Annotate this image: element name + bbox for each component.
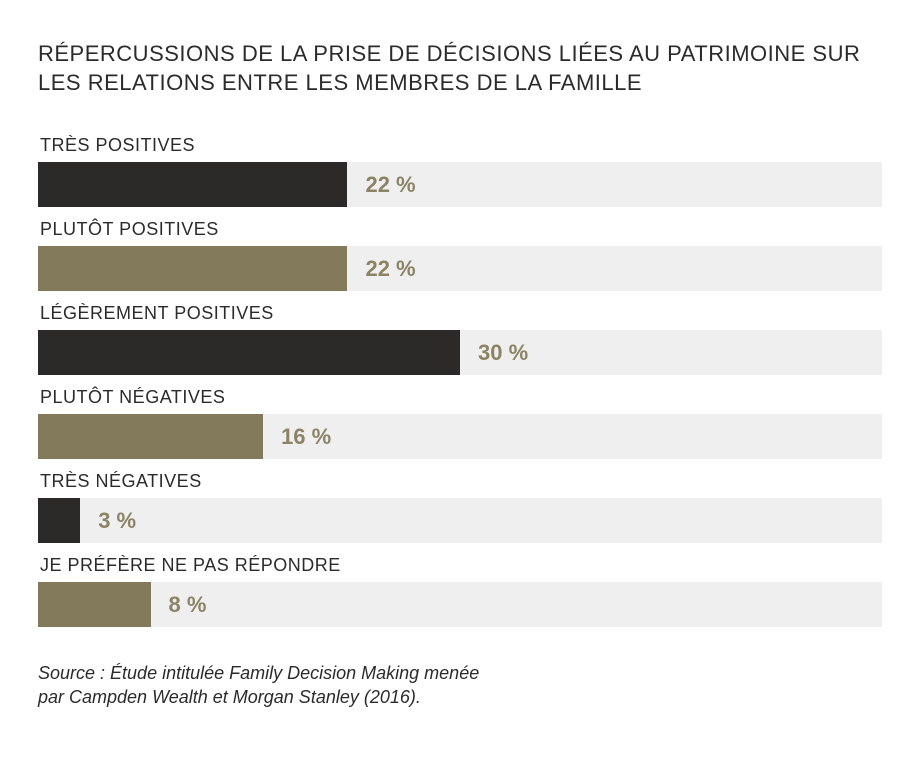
bar-label: JE PRÉFÈRE NE PAS RÉPONDRE (38, 555, 882, 576)
bar-value: 22 % (347, 256, 415, 282)
bar-fill (38, 498, 80, 543)
bar-track: 30 % (38, 330, 882, 375)
bar-track: 22 % (38, 162, 882, 207)
bar-fill (38, 246, 347, 291)
bar-group: LÉGÈREMENT POSITIVES 30 % (38, 303, 882, 375)
bar-track: 8 % (38, 582, 882, 627)
chart-source: Source : Étude intitulée Family Decision… (38, 661, 882, 710)
chart-title: RÉPERCUSSIONS DE LA PRISE DE DÉCISIONS L… (38, 40, 882, 97)
bar-track: 16 % (38, 414, 882, 459)
bar-value: 8 % (151, 592, 207, 618)
bar-fill (38, 582, 151, 627)
source-line: par Campden Wealth et Morgan Stanley (20… (38, 687, 421, 707)
bar-value: 22 % (347, 172, 415, 198)
bar-value: 16 % (263, 424, 331, 450)
bar-label: TRÈS POSITIVES (38, 135, 882, 156)
source-line: Source : Étude intitulée Family Decision… (38, 663, 479, 683)
bar-track: 22 % (38, 246, 882, 291)
bar-group: TRÈS POSITIVES 22 % (38, 135, 882, 207)
bar-fill (38, 414, 263, 459)
bar-label: TRÈS NÉGATIVES (38, 471, 882, 492)
bar-value: 3 % (80, 508, 136, 534)
bar-chart: TRÈS POSITIVES 22 % PLUTÔT POSITIVES 22 … (38, 135, 882, 627)
bar-track: 3 % (38, 498, 882, 543)
bar-value: 30 % (460, 340, 528, 366)
bar-group: PLUTÔT POSITIVES 22 % (38, 219, 882, 291)
bar-fill (38, 330, 460, 375)
bar-group: JE PRÉFÈRE NE PAS RÉPONDRE 8 % (38, 555, 882, 627)
bar-label: PLUTÔT POSITIVES (38, 219, 882, 240)
bar-label: PLUTÔT NÉGATIVES (38, 387, 882, 408)
bar-fill (38, 162, 347, 207)
bar-group: TRÈS NÉGATIVES 3 % (38, 471, 882, 543)
bar-label: LÉGÈREMENT POSITIVES (38, 303, 882, 324)
bar-group: PLUTÔT NÉGATIVES 16 % (38, 387, 882, 459)
